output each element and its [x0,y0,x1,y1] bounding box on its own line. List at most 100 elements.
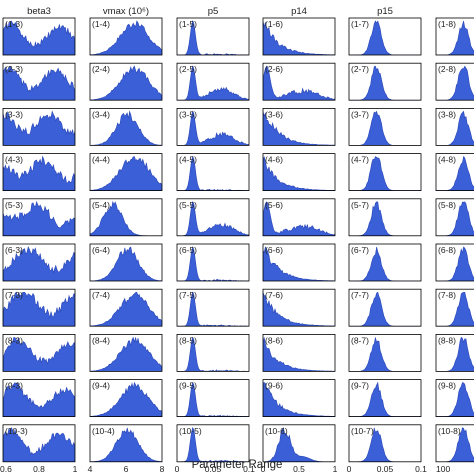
histogram-panel: (2-7) [348,62,422,101]
histogram-area [263,246,335,281]
histogram-panel: (9-7) [348,379,422,418]
panel-frame [348,153,422,192]
histogram-panel: (7-5) [176,288,250,327]
panel-label: (7-5) [179,290,197,300]
panel-label: (4-7) [351,155,369,165]
histogram-panel: (5-4) [89,198,163,237]
panel-label: (7-7) [351,290,369,300]
panel-frame [2,333,76,372]
tick-label: 0 [175,464,180,474]
histogram-area [3,426,75,462]
histogram-panel: (7-7) [348,288,422,327]
panel-frame [89,153,163,192]
histogram-panel: (3-3) [2,108,76,146]
histogram-panel: (6-3) [2,243,76,282]
histogram-panel: (4-7) [348,153,422,192]
panel-frame [176,243,250,282]
histogram-panel: (3-5) [176,108,250,146]
panel-label: (4-4) [92,155,110,165]
histogram-panel: (4-4) [89,153,163,192]
tick-label: 0.05 [377,464,394,474]
panel-frame [435,424,474,463]
histogram-area [436,201,474,236]
panel-frame [2,198,76,237]
histogram-panel: (3-6) [262,108,336,146]
panel-label: (9-8) [438,381,456,391]
tick-label: 1 [73,464,78,474]
panel-frame [89,243,163,282]
panel-label: (8-4) [92,335,110,345]
panel-frame [2,379,76,418]
histogram-panel: (6-6) [262,243,336,282]
histogram-area [263,382,335,417]
panel-frame [435,333,474,372]
histogram-area [177,201,249,236]
tick-label: 0 [347,464,352,474]
panel-label: (3-3) [5,109,23,119]
panel-frame [348,243,422,282]
histogram-area [263,156,335,191]
histogram-area [90,427,162,462]
histogram-area [3,65,75,101]
panel-frame [262,62,336,101]
histogram-panel: (10-7) [348,424,422,463]
column-title: beta3 [27,6,51,17]
tick-label: 0 [261,464,266,474]
panel-frame [435,198,474,237]
panel-label: (3-4) [92,109,110,119]
histogram-panel: (1-7) [348,17,422,56]
panel-frame [348,62,422,101]
panel-frame [435,17,474,56]
histogram-panel: (6-8) [435,243,474,282]
histogram-panel: (8-3) [2,333,76,372]
panel-frame [435,62,474,101]
panel-frame [348,424,422,463]
tick-label: 0.1 [415,464,427,474]
panel-label: (8-5) [179,335,197,345]
panel-frame [2,243,76,282]
histogram-area [3,155,75,191]
panel-label: (7-6) [265,290,283,300]
histogram-area [3,381,75,417]
histogram-panel: (5-8) [435,198,474,237]
panel-frame [435,108,474,146]
panel-label: (5-6) [265,200,283,210]
panel-label: (6-6) [265,245,283,255]
histogram-panel: (6-7) [348,243,422,282]
panel-label: (3-8) [438,109,456,119]
column-title: vmax (10⁶) [103,6,149,17]
histogram-area [90,336,162,372]
panel-frame [89,424,163,463]
histogram-area [90,65,162,101]
histogram-panel: (7-4) [89,288,163,327]
panel-label: (7-4) [92,290,110,300]
histogram-area [90,20,162,55]
panel-frame [262,108,336,146]
panel-label: (6-4) [92,245,110,255]
histogram-panel: (3-7) [348,108,422,146]
panel-frame [176,379,250,418]
panel-label: (10-7) [351,426,374,436]
panel-frame [176,17,250,56]
panel-label: (1-8) [438,19,456,29]
panel-label: (2-7) [351,64,369,74]
panel-frame [2,62,76,101]
histogram-area [3,246,75,281]
panel-frame [262,379,336,418]
histogram-panel: (9-3) [2,379,76,418]
panel-label: (6-8) [438,245,456,255]
panel-label: (2-8) [438,64,456,74]
histogram-area [90,246,162,281]
histogram-area [263,65,335,101]
histogram-area [3,200,75,236]
tick-label: 0.5 [293,464,305,474]
panel-frame [262,333,336,372]
panel-label: (4-3) [5,155,23,165]
panel-frame [2,424,76,463]
panel-label: (4-6) [265,155,283,165]
histogram-panel: (7-6) [262,288,336,327]
tick-label: 8 [160,464,165,474]
panel-label: (10-6) [265,426,288,436]
tick-label: 100 [436,464,450,474]
histogram-area [3,20,75,55]
